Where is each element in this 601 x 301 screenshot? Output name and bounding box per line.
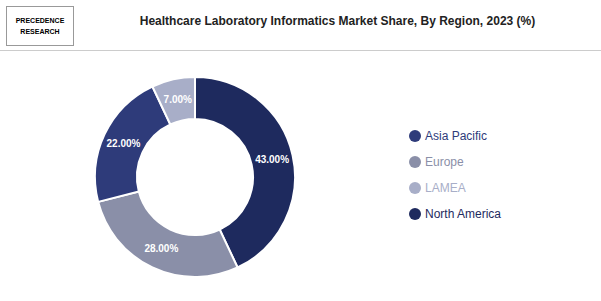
html-text:Asia Pacific: Asia Pacific xyxy=(425,128,487,143)
html-text:Healthcare Laboratory Informat: Healthcare Laboratory Informatics Market… xyxy=(139,14,536,28)
svg-text:28.00%: 28.00% xyxy=(144,243,178,254)
html-text:LAMEA: LAMEA xyxy=(425,180,466,195)
html-text:Europe: Europe xyxy=(425,154,464,169)
html-text:RESEARCH: RESEARCH xyxy=(20,28,60,35)
svg-text:22.00%: 22.00% xyxy=(107,138,141,149)
html-text:North America: North America xyxy=(425,206,501,221)
html-text:PRECEDENCE: PRECEDENCE xyxy=(15,17,65,24)
svg-text:7.00%: 7.00% xyxy=(164,94,192,105)
svg-text:43.00%: 43.00% xyxy=(255,154,289,165)
